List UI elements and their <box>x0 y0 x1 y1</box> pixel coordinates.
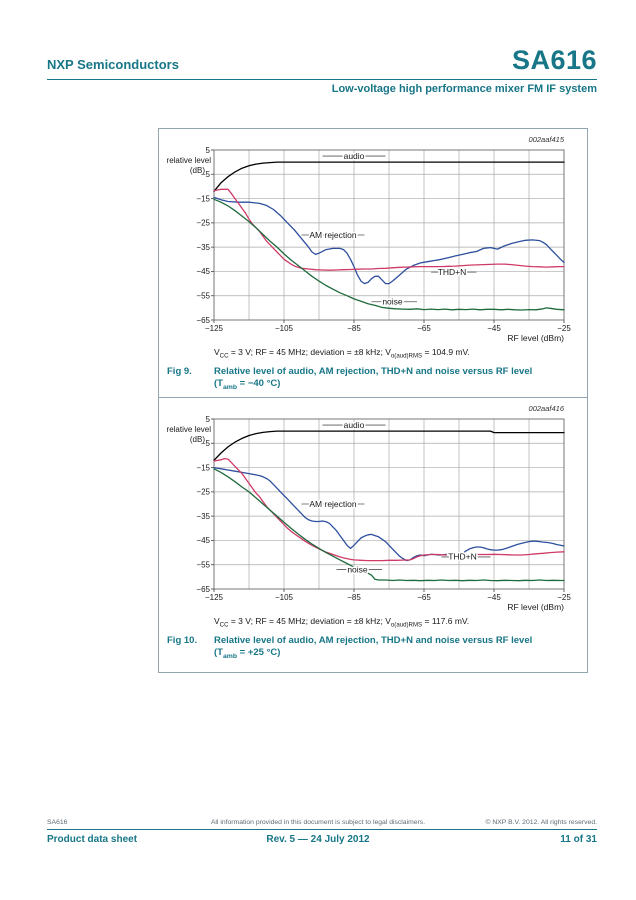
svg-text:−85: −85 <box>347 593 361 602</box>
footer-doc-type: Product data sheet <box>47 834 138 845</box>
svg-text:relative level: relative level <box>167 425 212 434</box>
figure-10-label: Fig 10. <box>167 635 198 646</box>
svg-text:audio: audio <box>344 420 365 430</box>
chart-svg: −125 −105 −85 −65 −45 −25 5 −5 −15 −25 −35 −45 −55 −6… <box>167 135 572 343</box>
svg-text:−5: −5 <box>201 439 211 448</box>
footer-copyright: © NXP B.V. 2012. All rights reserved. <box>485 819 597 826</box>
svg-text:THD+N: THD+N <box>438 267 467 277</box>
series-audio <box>213 430 565 461</box>
svg-text:−55: −55 <box>196 561 210 570</box>
svg-text:(dB): (dB) <box>190 435 205 444</box>
svg-text:noise: noise <box>382 297 403 307</box>
figure-9-caption: Fig 9. Relative level of audio, AM rejec… <box>167 366 581 392</box>
figure-9-box: −125 −105 −85 −65 −45 −25 5 −5 −15 −25 −35 −45 −55 −6… <box>158 128 588 398</box>
svg-text:002aaf415: 002aaf415 <box>529 135 565 144</box>
svg-text:−35: −35 <box>196 512 210 521</box>
figure-9-caption-text: Relative level of audio, AM rejection, T… <box>214 366 533 377</box>
svg-text:−35: −35 <box>196 243 210 252</box>
series-am-rejection <box>213 466 565 562</box>
svg-text:audio: audio <box>344 151 365 161</box>
svg-text:−65: −65 <box>196 585 210 594</box>
svg-text:−65: −65 <box>417 593 431 602</box>
chart-svg: −125 −105 −85 −65 −45 −25 5 −5 −15 −25 −35 −45 −55 −6… <box>167 404 572 612</box>
series-thd-n <box>213 457 565 562</box>
svg-text:−15: −15 <box>196 463 210 472</box>
svg-text:002aaf416: 002aaf416 <box>529 404 565 413</box>
svg-text:−65: −65 <box>196 316 210 325</box>
svg-text:(dB): (dB) <box>190 166 205 175</box>
svg-text:−15: −15 <box>196 194 210 203</box>
doc-subtitle: Low-voltage high performance mixer FM IF… <box>331 83 597 95</box>
figure-9-conditions: VCC = 3 V; RF = 45 MHz; deviation = ±8 k… <box>214 347 470 360</box>
vendor-name: NXP Semiconductors <box>47 57 179 72</box>
header-rule <box>47 79 597 80</box>
svg-text:−45: −45 <box>196 536 210 545</box>
svg-text:relative level: relative level <box>167 156 212 165</box>
svg-text:noise: noise <box>347 564 368 574</box>
svg-text:−55: −55 <box>196 292 210 301</box>
svg-text:−45: −45 <box>196 267 210 276</box>
figure-10-conditions: VCC = 3 V; RF = 45 MHz; deviation = ±8 k… <box>214 616 470 629</box>
figure-10-caption-temp: (Tamb = +25 °C) <box>214 646 281 660</box>
figure-9-caption-lines: Relative level of audio, AM rejection, T… <box>214 366 581 392</box>
figure-10-caption: Fig 10. Relative level of audio, AM reje… <box>167 635 581 661</box>
svg-text:5: 5 <box>206 415 211 424</box>
footer-part-number: SA616 <box>47 819 68 826</box>
svg-text:−45: −45 <box>487 593 501 602</box>
footer-disclaimer: All information provided in this documen… <box>210 819 426 826</box>
footer-page-number: 11 of 31 <box>560 834 597 845</box>
svg-text:−5: −5 <box>201 170 211 179</box>
footer-rule <box>47 829 597 830</box>
part-number: SA616 <box>511 45 597 75</box>
svg-text:−45: −45 <box>487 324 501 333</box>
series-am-rejection <box>213 196 565 285</box>
svg-text:−105: −105 <box>275 593 294 602</box>
series-noise <box>213 198 565 311</box>
figure-10-box: −125 −105 −85 −65 −45 −25 5 −5 −15 −25 −35 −45 −55 −6… <box>158 397 588 673</box>
series-noise <box>213 468 565 582</box>
svg-text:−85: −85 <box>347 324 361 333</box>
footer-revision: Rev. 5 — 24 July 2012 <box>266 834 370 845</box>
series-audio <box>213 161 565 192</box>
figure-10-caption-text: Relative level of audio, AM rejection, T… <box>214 635 533 646</box>
svg-text:−25: −25 <box>196 488 210 497</box>
svg-text:−125: −125 <box>205 593 224 602</box>
svg-text:AM rejection: AM rejection <box>309 499 357 509</box>
svg-text:−25: −25 <box>557 593 571 602</box>
svg-text:−105: −105 <box>275 324 294 333</box>
svg-text:−65: −65 <box>417 324 431 333</box>
svg-text:RF level (dBm): RF level (dBm) <box>507 602 564 612</box>
figure-9-caption-temp: (Tamb = −40 °C) <box>214 377 281 391</box>
svg-text:AM rejection: AM rejection <box>309 230 357 240</box>
svg-text:−25: −25 <box>196 219 210 228</box>
figure-10-caption-lines: Relative level of audio, AM rejection, T… <box>214 635 581 661</box>
figures-section: −125 −105 −85 −65 −45 −25 5 −5 −15 −25 −35 −45 −55 −6… <box>158 128 588 673</box>
svg-text:−125: −125 <box>205 324 224 333</box>
svg-text:RF level (dBm): RF level (dBm) <box>507 333 564 343</box>
figure-10-chart: −125 −105 −85 −65 −45 −25 5 −5 −15 −25 −35 −45 −55 −6… <box>159 398 587 613</box>
figure-9-label: Fig 9. <box>167 366 192 377</box>
svg-text:−25: −25 <box>557 324 571 333</box>
figure-9-chart: −125 −105 −85 −65 −45 −25 5 −5 −15 −25 −35 −45 −55 −6… <box>159 129 587 344</box>
svg-text:5: 5 <box>206 146 211 155</box>
svg-text:THD+N: THD+N <box>448 552 477 562</box>
